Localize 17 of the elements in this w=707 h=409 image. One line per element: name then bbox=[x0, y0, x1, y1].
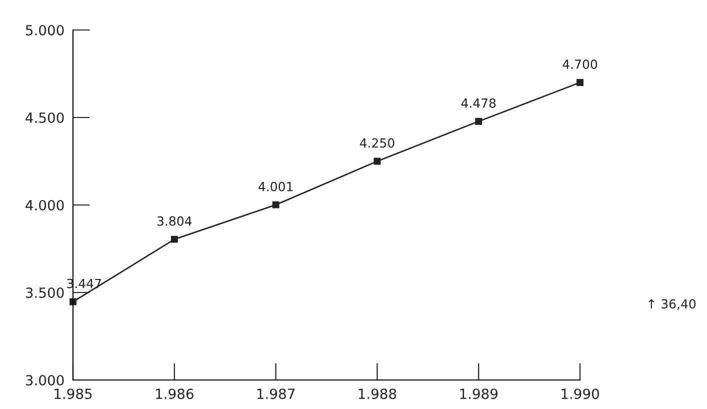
y-tick-label: 4.500 bbox=[26, 112, 64, 123]
y-tick-label: 3.000 bbox=[26, 374, 64, 386]
x-tick-label: 1.988 bbox=[358, 388, 396, 400]
x-tick-label: 1.985 bbox=[54, 388, 92, 400]
y-tick-label: 3.500 bbox=[26, 287, 64, 298]
data-label: 4.250 bbox=[360, 138, 394, 148]
data-label: 4.478 bbox=[461, 98, 496, 108]
x-tick-label: 1.987 bbox=[257, 388, 294, 400]
text: ↑ 36,40 bbox=[648, 299, 696, 310]
data-label: 4.001 bbox=[258, 182, 293, 192]
x-tick-label: 1.990 bbox=[562, 388, 599, 400]
y-tick-label: 4.000 bbox=[26, 200, 64, 210]
y-tick-label: 5.000 bbox=[26, 24, 64, 36]
x-tick-label: 1.989 bbox=[460, 388, 498, 400]
data-label: 4.700 bbox=[562, 60, 598, 69]
data-label: 3.804 bbox=[157, 216, 192, 226]
x-tick-label: 1.986 bbox=[156, 388, 194, 400]
